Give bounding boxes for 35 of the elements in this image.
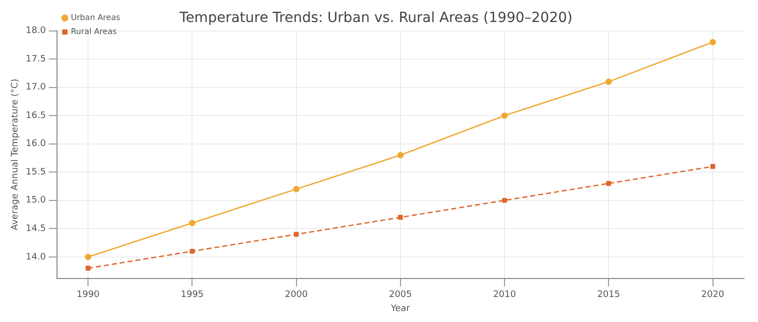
point: [606, 78, 612, 85]
x-tick-label: 1990: [76, 290, 100, 300]
y-tick-label: 17.5: [26, 54, 46, 64]
point: [86, 266, 90, 271]
x-tick-label: 1995: [180, 290, 204, 300]
point: [189, 220, 196, 226]
point: [606, 181, 612, 186]
legend-label: Rural Areas: [70, 27, 117, 36]
y-tick-label: 15.5: [26, 167, 46, 178]
y-tick-label: 18.0: [26, 26, 46, 36]
point: [84, 254, 92, 260]
point: [398, 214, 403, 220]
point: [502, 198, 507, 203]
x-tick-label: 2005: [388, 290, 412, 300]
point: [397, 152, 404, 158]
x-tick-label: 2000: [284, 290, 308, 300]
y-tick-label: 16.5: [26, 110, 46, 121]
x-tick-label: 2015: [597, 290, 620, 300]
point: [190, 248, 195, 254]
y-axis-title: Average Annual Temperature (°C): [10, 78, 21, 230]
point: [293, 186, 300, 192]
point: [501, 112, 508, 119]
y-tick-label: 17.0: [26, 82, 46, 93]
x-axis-title: Year: [390, 304, 410, 314]
legend-label: Urban Areas: [70, 13, 120, 22]
x-tick-label: 2010: [493, 290, 516, 300]
y-tick-label: 14.0: [26, 252, 46, 262]
point: [294, 232, 299, 237]
y-tick-label: 16.0: [26, 139, 46, 150]
point: [710, 164, 716, 169]
y-tick-label: 14.5: [26, 224, 46, 234]
chart-title: Temperature Trends: Urban vs. Rural Areas (1990–2020): [178, 10, 572, 26]
x-tick-label: 2020: [701, 290, 724, 300]
point: [710, 38, 716, 46]
y-tick-label: 15.0: [26, 196, 46, 206]
